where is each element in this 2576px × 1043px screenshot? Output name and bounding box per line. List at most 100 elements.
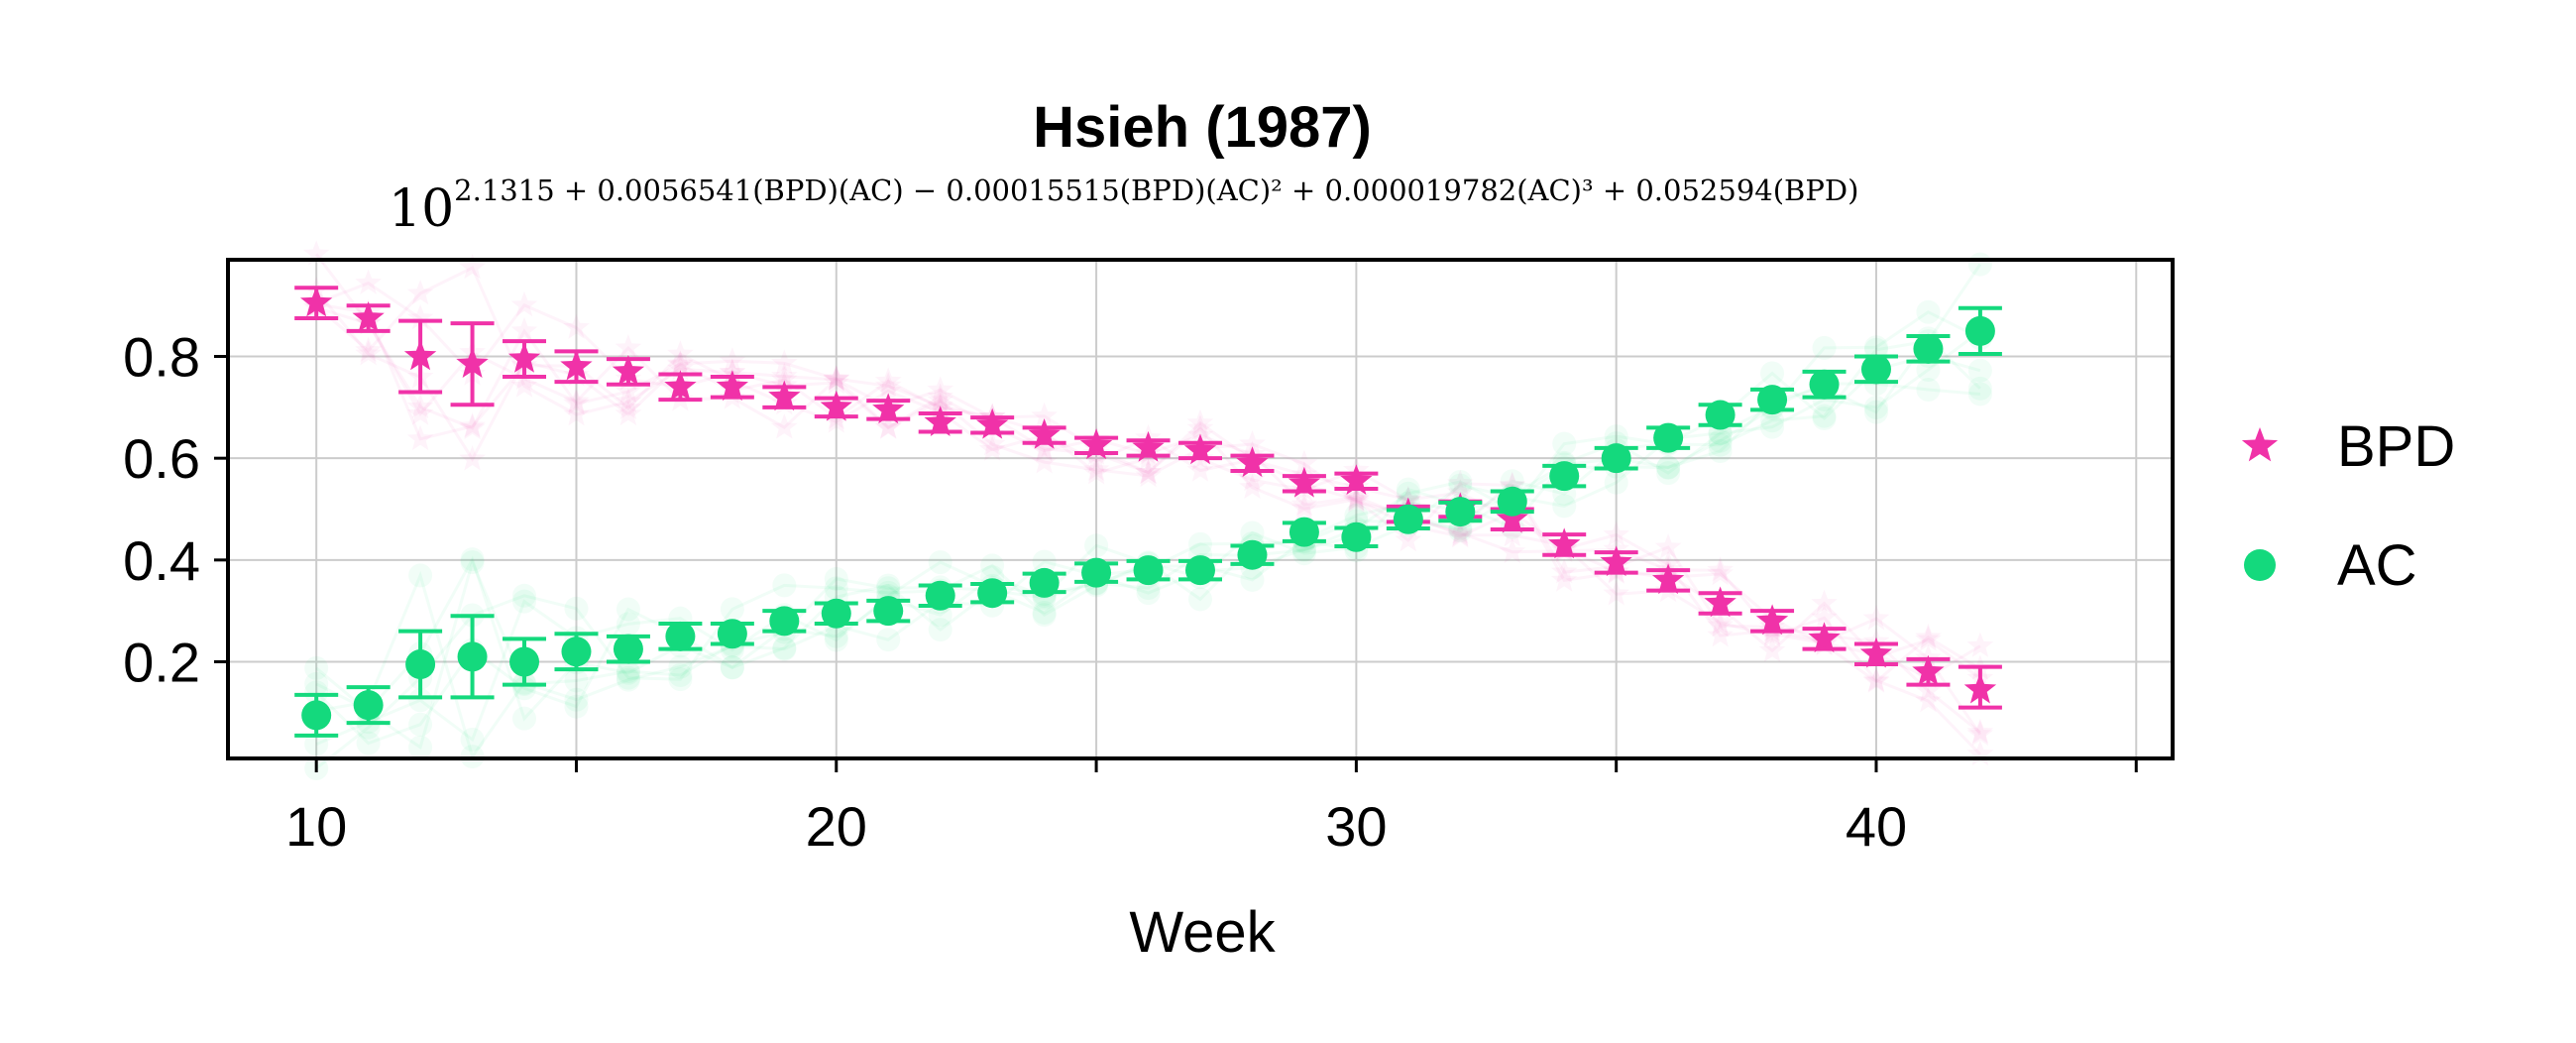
trace-point-ac: [824, 624, 848, 648]
trace-point-bpd: [1966, 740, 1994, 766]
trace-point-bpd: [874, 377, 902, 403]
data-point-bpd: [456, 347, 489, 378]
data-point-ac: [717, 619, 747, 649]
data-point-bpd: [403, 339, 437, 371]
trace-point-bpd: [667, 350, 694, 376]
data-point-ac: [301, 700, 332, 731]
x-tick-label: 30: [1325, 795, 1387, 858]
data-point-ac: [1081, 557, 1112, 588]
trace-point-bpd: [1499, 472, 1526, 498]
trace-point-bpd: [355, 340, 382, 366]
trace-point-ac: [564, 668, 589, 693]
trace-point-ac: [824, 576, 848, 601]
trace-point-bpd: [719, 347, 746, 373]
trace-point-bpd: [1862, 605, 1890, 631]
data-point-bpd: [1963, 672, 1997, 704]
trace-line-bpd: [315, 306, 1981, 680]
trace-point-bpd: [355, 269, 382, 294]
trace-point-bpd: [1082, 459, 1110, 485]
trace-point-bpd: [1862, 666, 1890, 692]
trace-point-bpd: [1135, 461, 1162, 488]
trace-point-bpd: [1966, 632, 1994, 657]
trace-line-ac: [315, 336, 1981, 751]
x-tick-label: 10: [285, 795, 347, 858]
trace-point-bpd: [1654, 550, 1682, 576]
data-point-bpd: [872, 393, 905, 424]
trace-point-bpd: [1499, 537, 1526, 564]
data-point-bpd: [507, 342, 541, 373]
data-point-ac: [1757, 385, 1788, 415]
trace-point-bpd: [615, 334, 642, 360]
trace-point-bpd: [459, 254, 486, 280]
trace-point-bpd: [1031, 402, 1058, 428]
trace-point-ac: [408, 563, 433, 588]
trace-point-ac: [668, 667, 693, 692]
data-point-ac: [1237, 539, 1268, 570]
trace-point-bpd: [1186, 414, 1214, 440]
trace-point-bpd: [667, 351, 694, 377]
data-point-bpd: [1340, 464, 1373, 495]
data-point-ac: [873, 596, 904, 627]
trace-point-bpd: [771, 362, 798, 388]
trace-point-ac: [304, 671, 329, 696]
trace-point-bpd: [1186, 456, 1214, 482]
data-point-ac: [977, 578, 1008, 609]
data-point-ac: [1185, 555, 1215, 586]
trace-point-bpd: [1031, 434, 1058, 460]
trace-point-ac: [1708, 432, 1733, 457]
trace-point-bpd: [1915, 626, 1942, 651]
formula-exponent: 2.1315 + 0.0056541(BPD)(AC) − 0.00015515…: [454, 174, 1858, 207]
trace-point-bpd: [459, 413, 486, 440]
trace-point-ac: [616, 667, 640, 692]
trace-point-ac: [668, 662, 693, 687]
data-point-ac: [1913, 333, 1944, 364]
trace-point-bpd: [927, 392, 953, 417]
trace-point-ac: [356, 731, 381, 755]
trace-point-bpd: [563, 390, 590, 415]
trace-point-bpd: [563, 388, 590, 413]
legend-marker-ac: [2244, 549, 2276, 581]
trace-point-ac: [616, 597, 640, 622]
data-point-ac: [509, 646, 540, 677]
trace-point-ac: [1188, 531, 1212, 556]
trace-point-bpd: [823, 407, 850, 433]
trace-point-bpd: [978, 435, 1006, 461]
trace-point-bpd: [1707, 609, 1734, 635]
trace-point-ac: [1967, 252, 1992, 277]
trace-point-bpd: [927, 383, 953, 408]
y-tick-label: 0.2: [123, 631, 200, 693]
trace-point-bpd: [1290, 495, 1318, 521]
trace-point-ac: [512, 706, 537, 731]
trace-point-ac: [1448, 473, 1473, 498]
trace-point-ac: [1967, 358, 1992, 383]
trace-point-ac: [616, 612, 640, 637]
trace-point-bpd: [1499, 521, 1526, 547]
data-point-bpd: [1028, 418, 1061, 449]
trace-point-bpd: [1499, 471, 1526, 497]
data-point-bpd: [664, 370, 697, 402]
axes: 10 20 30 40 0.2 0.4 0.6 0.8: [123, 258, 2175, 858]
data-point-ac: [1288, 517, 1319, 547]
trace-point-bpd: [823, 365, 850, 391]
trace-point-ac: [408, 688, 433, 713]
trace-point-ac: [460, 550, 485, 575]
trace-point-bpd: [615, 388, 642, 413]
trace-point-bpd: [406, 400, 434, 425]
data-point-ac: [665, 621, 696, 651]
data-point-bpd: [1912, 654, 1945, 686]
trace-point-ac: [304, 680, 329, 705]
trace-point-bpd: [1447, 521, 1474, 546]
data-point-ac: [925, 580, 955, 611]
data-point-ac: [1341, 522, 1372, 552]
trace-point-bpd: [927, 387, 953, 412]
trace-point-ac: [512, 583, 537, 608]
data-point-ac: [1964, 315, 1995, 346]
trace-point-bpd: [1343, 483, 1370, 509]
trace-point-bpd: [510, 290, 538, 317]
data-point-bpd: [1288, 466, 1321, 498]
trace-point-ac: [1812, 335, 1837, 360]
trace-point-bpd: [1290, 449, 1318, 476]
trace-point-bpd: [1603, 580, 1629, 606]
trace-point-bpd: [459, 412, 486, 438]
trace-point-ac: [1396, 477, 1420, 502]
